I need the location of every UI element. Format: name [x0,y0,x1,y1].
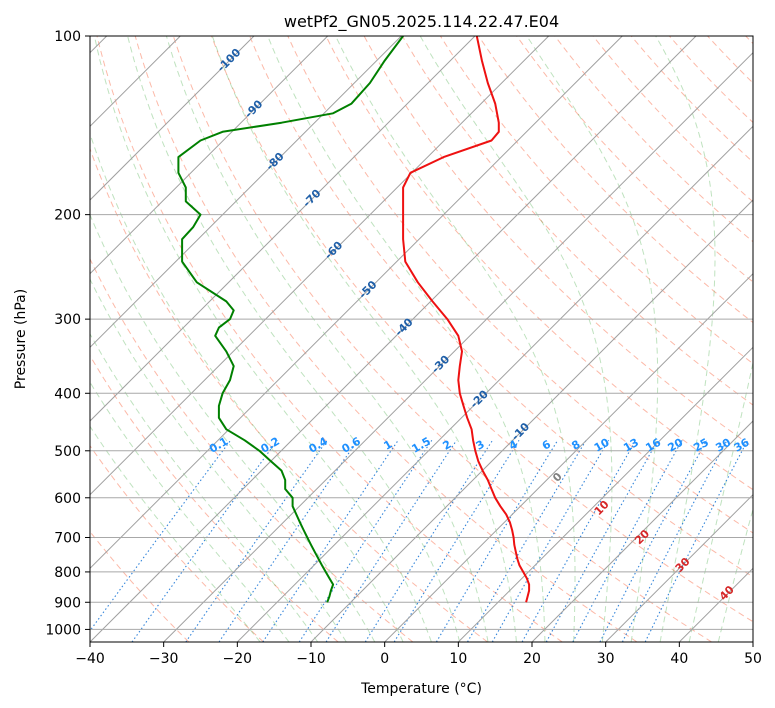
dry-adiabat [630,36,753,163]
dry-adiabat [134,36,638,642]
dry-adiabat [249,36,753,578]
x-tick-label: 50 [744,651,762,667]
x-tick-label: 40 [670,651,688,667]
isotherm-line [90,36,329,275]
dry-adiabat [90,257,414,642]
moist-adiabat [90,132,404,642]
x-axis-ticks: −40 −30 −20 −10 0 10 20 30 40 50 [75,642,762,667]
moist-adiabat [526,36,659,642]
isotherm-line [605,493,753,642]
dry-adiabat [211,36,753,623]
isotherm-line [457,346,753,642]
y-tick-label: 900 [54,595,81,611]
dry-adiabat [96,36,563,642]
isotherm-line [90,36,697,642]
dry-adiabat [401,36,753,406]
pressure-gridlines [90,36,753,630]
mixing-ratio-line [90,439,232,632]
mixing-ratio-line [521,440,637,642]
moist-adiabat [127,36,461,642]
isotherm-line [310,199,753,642]
y-tick-label: 300 [54,312,81,328]
moist-adiabat [90,213,376,642]
x-tick-label: −10 [296,651,326,667]
moist-adiabat [419,36,613,642]
y-tick-label: 400 [54,386,81,402]
mixing-ratio-line [218,439,359,642]
mixing-ratio-line [298,439,433,642]
y-tick-label: 600 [54,491,81,507]
plot-frame [89,35,754,643]
isotherm-line [90,36,623,570]
x-tick-label: 0 [380,651,389,667]
dry-adiabat [592,36,753,203]
mixing-ratio-line [467,440,587,642]
dry-adiabat [172,36,712,642]
moist-adiabats [90,36,753,642]
isotherm-line [90,36,255,201]
isotherm-line [236,125,753,642]
moist-adiabat [90,425,261,642]
dewpoint-profile-line [177,36,404,603]
moist-adiabat [90,332,319,642]
mixing-ratio-line [393,440,520,642]
isotherms [90,36,753,642]
x-tick-label: 10 [449,651,467,667]
isotherm-line [90,36,402,349]
y-tick-label: 800 [54,565,81,581]
mixing-ratio-line [131,439,278,642]
isotherm-line [531,420,753,642]
y-tick-label: 100 [54,29,81,45]
x-tick-label: −40 [75,651,105,667]
mixing-ratio-line [262,439,399,642]
y-tick-label: 1000 [45,622,81,638]
plot-area: -100-90-80-70-60-50-40-30-20-100.1 0.2 0.4… [90,36,753,642]
x-axis-label: Temperature (°C) [360,681,482,697]
y-tick-label: 700 [54,531,81,547]
moist-adiabat [655,36,716,642]
moist-adiabat [165,36,489,642]
dry-adiabat [325,36,753,491]
profile-series [177,36,531,603]
moist-adiabat [93,36,432,642]
mixing-ratio-line [185,439,328,642]
moist-adiabat [90,278,347,642]
temperature-profile-line [402,36,531,603]
moist-adiabat [211,36,517,642]
isotherm-line [163,51,753,642]
mixing-ratio-line [644,440,749,642]
mixing-ratio-line [621,440,728,642]
moist-adiabat [717,507,753,642]
y-tick-label: 200 [54,208,81,224]
dry-adiabat [516,36,753,283]
isotherm-line [90,36,550,496]
isotherm-line [90,36,476,422]
x-tick-label: −30 [149,651,179,667]
x-tick-label: 20 [523,651,541,667]
y-tick-label: 500 [54,444,81,460]
x-tick-label: 30 [597,651,615,667]
mixing-ratio-lines [90,439,749,642]
moist-adiabat [90,381,290,642]
dry-adiabat [478,36,753,324]
moist-adiabat [335,36,576,642]
dry-adiabat [90,444,264,642]
isotherm-line [384,272,753,642]
y-axis-label: Pressure (hPa) [13,289,29,389]
mixing-ratio-line [435,440,559,642]
chart-title: wetPf2_GN05.2025.114.22.47.E04 [284,12,559,32]
x-tick-label: −20 [223,651,253,667]
moist-adiabat [688,360,753,642]
moist-adiabat [267,36,546,642]
dry-adiabats [90,36,753,642]
y-axis-ticks: 1000 900 800 700 600 500 400 300 200 100 [45,29,90,638]
